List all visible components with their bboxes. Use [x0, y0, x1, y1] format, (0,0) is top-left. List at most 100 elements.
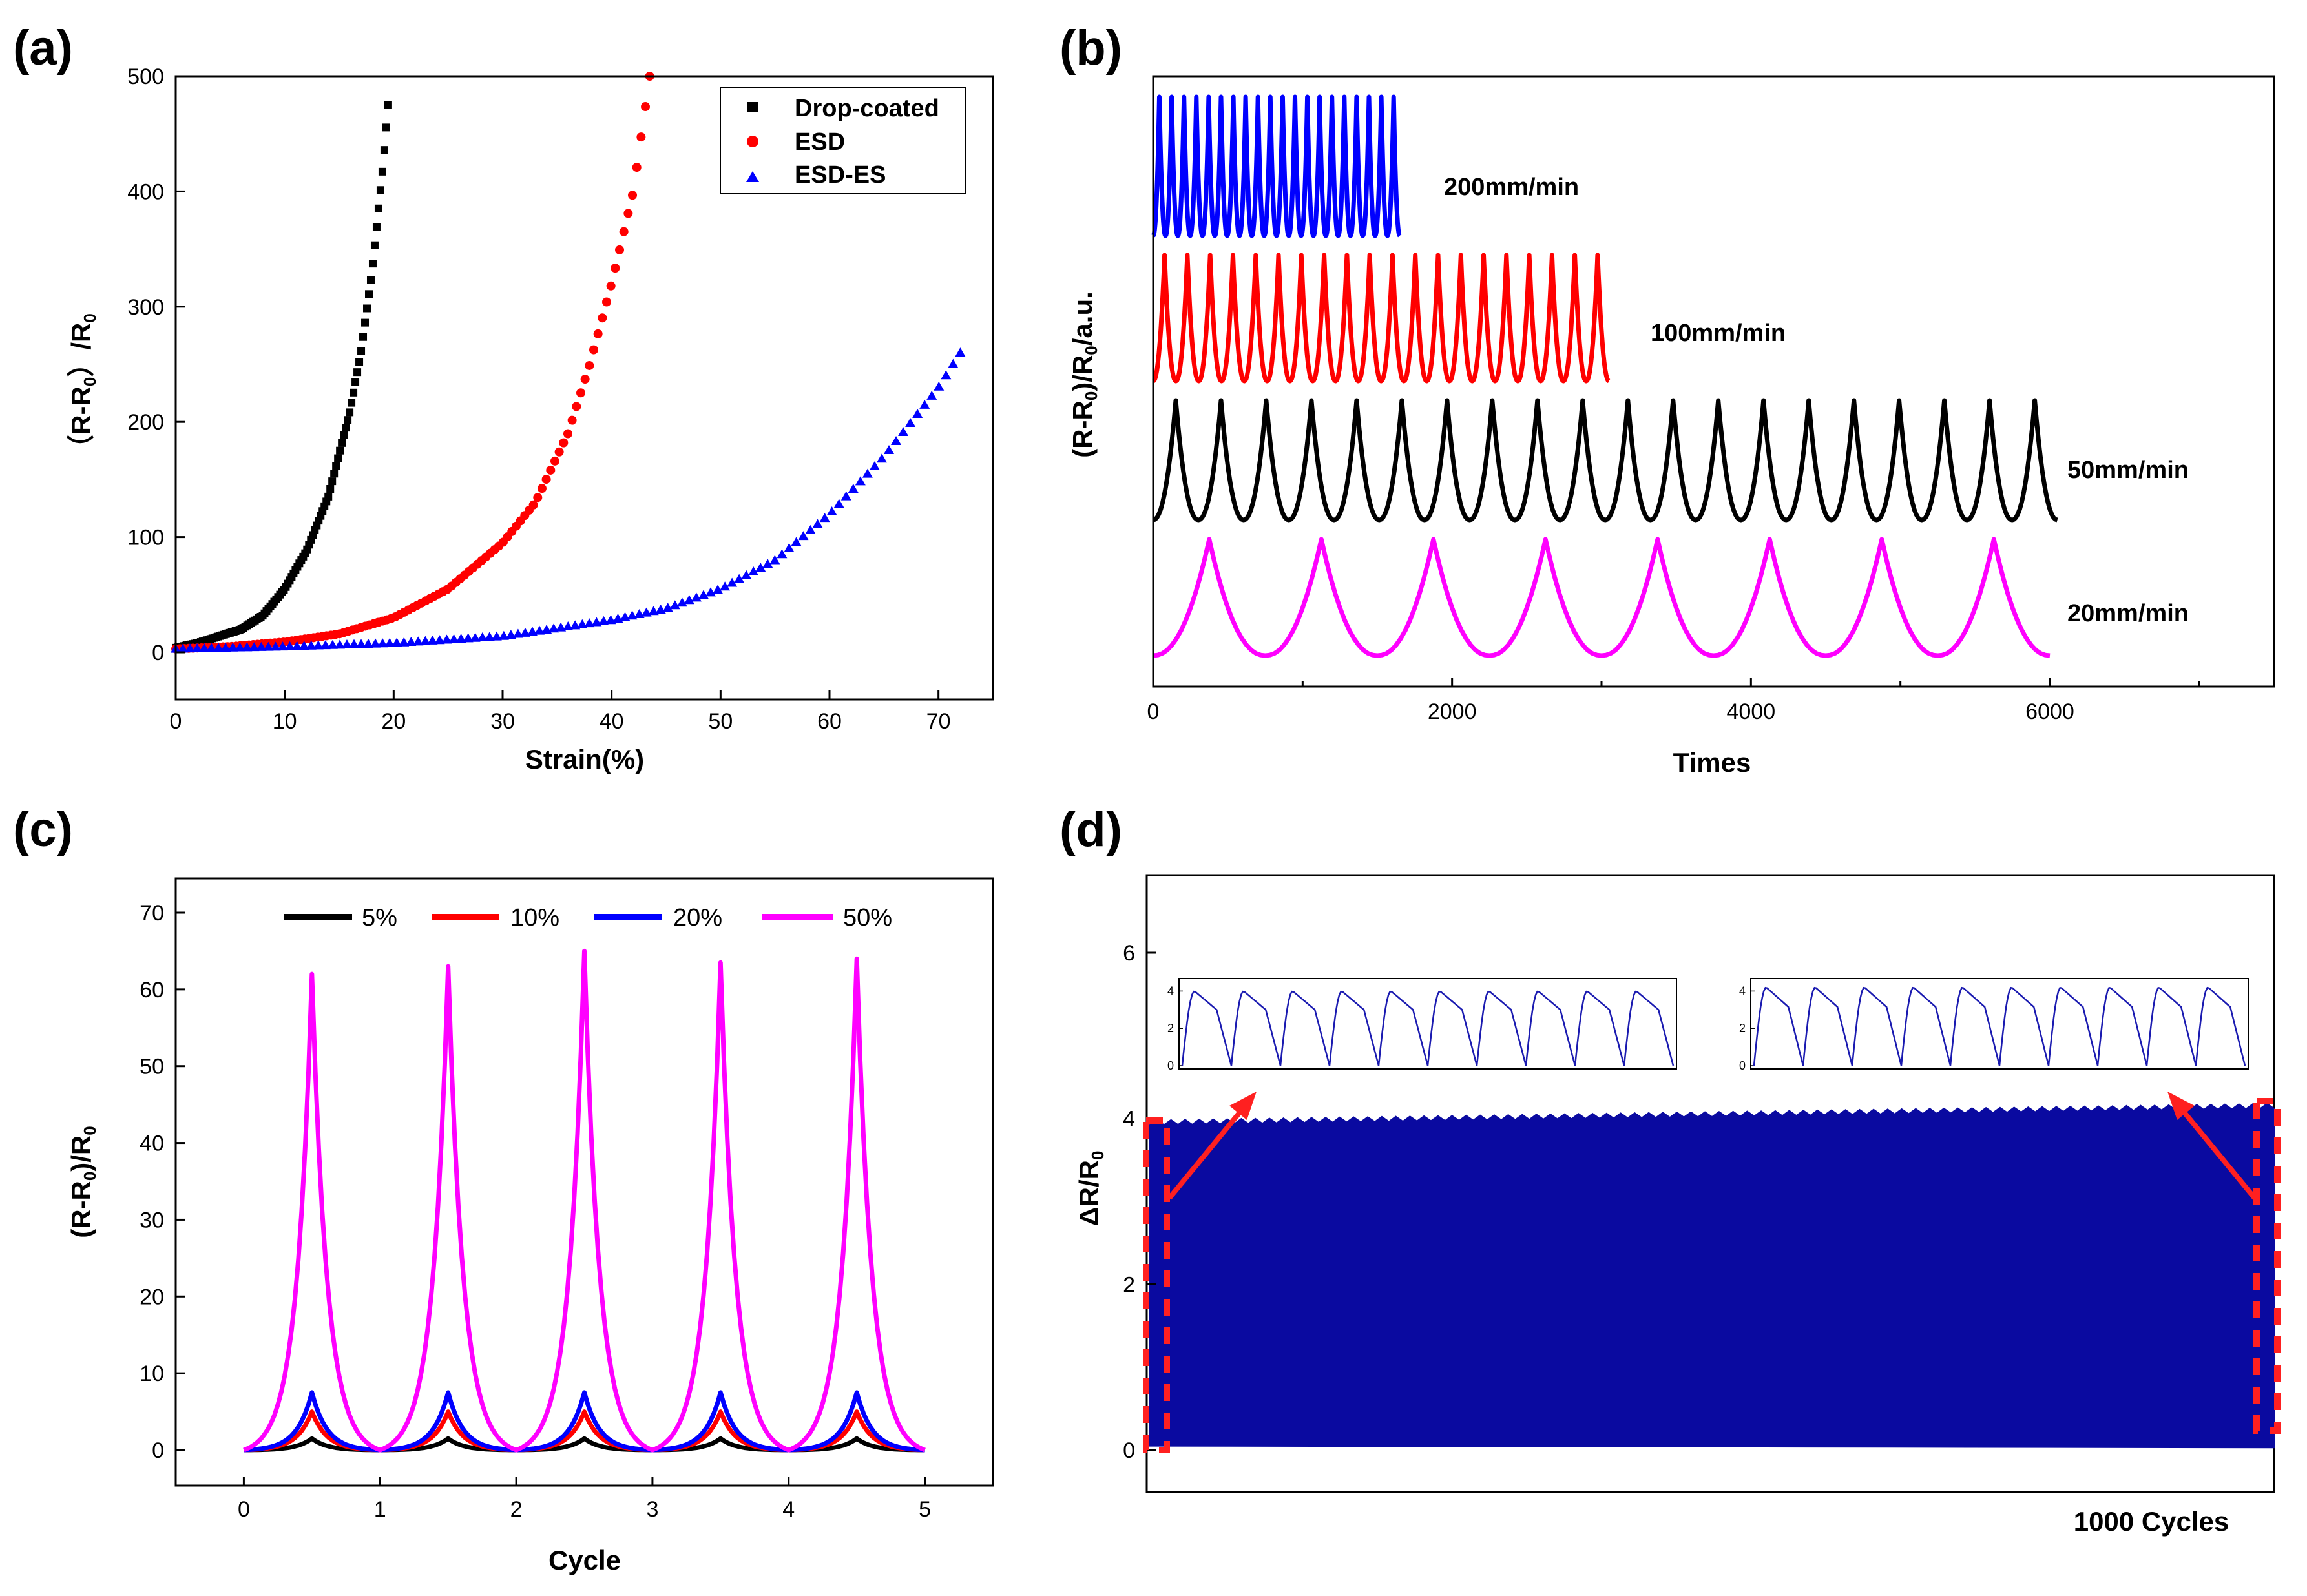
panel-a-ylabel: （R-R0）/R0 — [66, 313, 99, 462]
marker-esd-es — [791, 537, 802, 546]
marker-esd-es — [498, 630, 509, 640]
legend-label-drop-coated: Drop-coated — [795, 95, 939, 122]
panel-a: (a) 0 10 20 30 40 50 60 70 0 100 200 300 400 500 Stra… — [13, 21, 994, 774]
marker-esd — [598, 313, 607, 323]
panel-d-highlights — [1143, 1092, 2281, 1453]
panel-a-frame — [174, 75, 994, 701]
marker-drop-coated — [365, 290, 373, 298]
y-tick-label: 10 — [140, 1362, 164, 1386]
y-tick-label: 6 — [1123, 941, 1135, 966]
marker-esd-es — [691, 592, 702, 602]
legend-label-esd: ESD — [795, 129, 845, 156]
x-tick-label: 2 — [510, 1497, 523, 1522]
marker-esd — [572, 402, 581, 411]
marker-esd-es — [755, 563, 766, 572]
panel-c-xlabel: Cycle — [548, 1545, 621, 1575]
marker-esd-es — [840, 491, 851, 501]
x-tick-label: 6000 — [2025, 700, 2074, 724]
marker-esd-es — [648, 606, 659, 616]
legend-marker-esd-es — [746, 171, 759, 182]
marker-esd-es — [470, 632, 481, 642]
y-tick-label: 2 — [1123, 1272, 1135, 1297]
cycling-band — [1149, 1103, 2275, 1449]
marker-drop-coated — [342, 424, 350, 432]
marker-esd-es — [349, 639, 359, 648]
marker-esd-es — [227, 642, 238, 652]
marker-esd-es — [220, 643, 231, 652]
panel-b-label: (b) — [1060, 21, 1122, 76]
marker-esd — [623, 209, 633, 218]
marker-esd-es — [862, 468, 873, 478]
marker-esd-es — [627, 610, 638, 620]
marker-esd — [636, 132, 646, 142]
legend-label-10: 10% — [510, 904, 559, 931]
legend-label-20: 20% — [673, 904, 722, 931]
marker-esd-es — [334, 639, 345, 649]
marker-esd-es — [391, 637, 402, 647]
marker-esd-es — [641, 607, 652, 617]
marker-esd-es — [185, 643, 196, 653]
series-label-50: 50mm/min — [2067, 457, 2189, 484]
marker-esd — [563, 429, 572, 439]
marker-esd-es — [784, 543, 795, 552]
y-tick-label: 4 — [1123, 1107, 1135, 1132]
x-tick-label: 5 — [919, 1497, 931, 1522]
marker-esd-es — [306, 640, 317, 650]
y-tick-label: 0 — [152, 1438, 164, 1463]
x-tick-label: 2000 — [1428, 700, 1477, 724]
marker-esd-es — [413, 636, 424, 646]
marker-esd-es — [399, 637, 410, 647]
inset-y-tick-label: 0 — [1739, 1059, 1746, 1072]
marker-esd-es — [734, 574, 745, 583]
series-label-200: 200mm/min — [1444, 174, 1579, 201]
panel-a-series — [171, 72, 966, 654]
marker-esd-es — [884, 444, 894, 454]
marker-esd-es — [805, 524, 816, 534]
marker-esd-es — [313, 640, 324, 650]
panel-d: (d) 0 2 4 6 0 2 4 0 2 4 1000 Cycles ΔR/R0 — [1060, 802, 2281, 1537]
legend-marker-esd — [747, 136, 758, 147]
y-tick-label: 100 — [127, 526, 164, 550]
marker-drop-coated — [353, 368, 362, 377]
panel-d-series — [1149, 1103, 2275, 1449]
marker-esd — [628, 191, 638, 200]
x-tick-label: 40 — [600, 709, 624, 734]
marker-esd-es — [277, 641, 288, 651]
marker-esd-es — [748, 566, 759, 575]
marker-esd-es — [848, 483, 859, 493]
inset-y-tick-label: 4 — [1739, 984, 1746, 997]
marker-esd-es — [855, 476, 866, 486]
arrow-end — [2178, 1106, 2257, 1200]
marker-esd-es — [676, 597, 687, 607]
marker-drop-coated — [357, 347, 366, 355]
marker-esd — [546, 465, 556, 475]
marker-esd-es — [441, 634, 452, 644]
x-tick-label: 4000 — [1727, 700, 1776, 724]
marker-esd-es — [356, 639, 367, 648]
panel-b-xlabel: Times — [1673, 747, 1751, 778]
marker-esd-es — [477, 632, 488, 642]
marker-esd-es — [242, 642, 253, 652]
panel-c-ylabel: (R-R0)/R0 — [66, 1126, 99, 1238]
marker-drop-coated — [344, 416, 352, 424]
series-line-20pct — [244, 1390, 925, 1453]
marker-drop-coated — [351, 378, 360, 386]
marker-esd-es — [620, 612, 631, 621]
panel-a-label: (a) — [13, 21, 73, 76]
marker-esd — [602, 297, 611, 307]
marker-esd-es — [527, 627, 538, 636]
marker-esd-es — [291, 641, 302, 650]
marker-esd-es — [705, 587, 716, 597]
panel-d-ylabel: ΔR/R0 — [1074, 1151, 1107, 1227]
marker-drop-coated — [330, 470, 339, 478]
marker-esd-es — [826, 506, 837, 516]
marker-esd — [554, 447, 564, 457]
marker-esd-es — [662, 603, 673, 612]
inset-y-tick-label: 2 — [1739, 1022, 1746, 1035]
marker-esd-es — [577, 619, 588, 628]
marker-esd-es — [491, 631, 502, 641]
x-tick-label: 70 — [926, 709, 951, 734]
y-tick-label: 200 — [127, 410, 164, 435]
